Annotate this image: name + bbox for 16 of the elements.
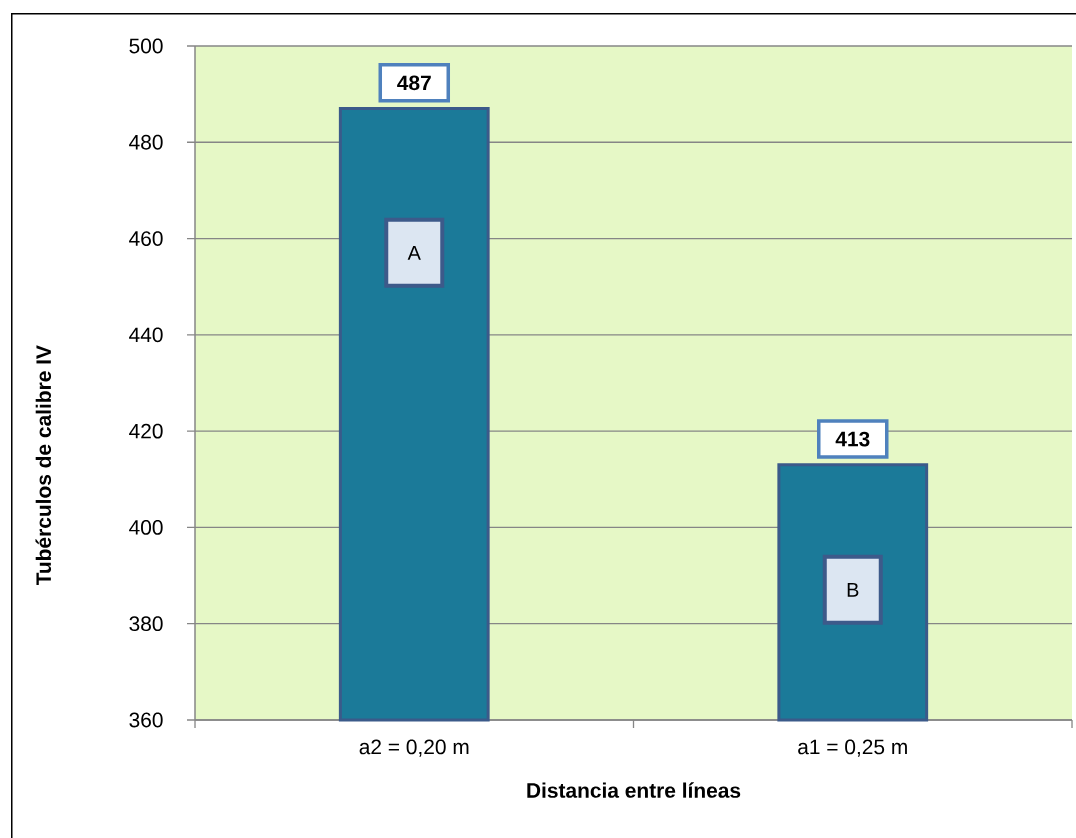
x-axis-title: Distancia entre líneas <box>527 782 741 798</box>
x-tick-label: a1 = 0,25 m <box>798 739 907 757</box>
data-label: 487 <box>397 75 431 91</box>
y-tick-label: 360 <box>129 712 163 728</box>
y-tick-label: 440 <box>129 327 163 343</box>
y-tick-label: 460 <box>129 231 163 246</box>
x-tick-label: a2 = 0,20 m <box>359 739 469 757</box>
y-tick-label: 500 <box>129 38 163 54</box>
annotation: A <box>407 246 421 260</box>
y-tick-label: 400 <box>129 520 163 535</box>
data-label: 413 <box>835 431 870 447</box>
y-axis-title: Tubérculos de calibre IV <box>35 345 52 586</box>
annotation: B <box>847 583 859 597</box>
y-tick-label: 480 <box>129 134 163 150</box>
y-tick-label: 420 <box>129 423 163 439</box>
y-tick-label: 380 <box>129 616 163 632</box>
